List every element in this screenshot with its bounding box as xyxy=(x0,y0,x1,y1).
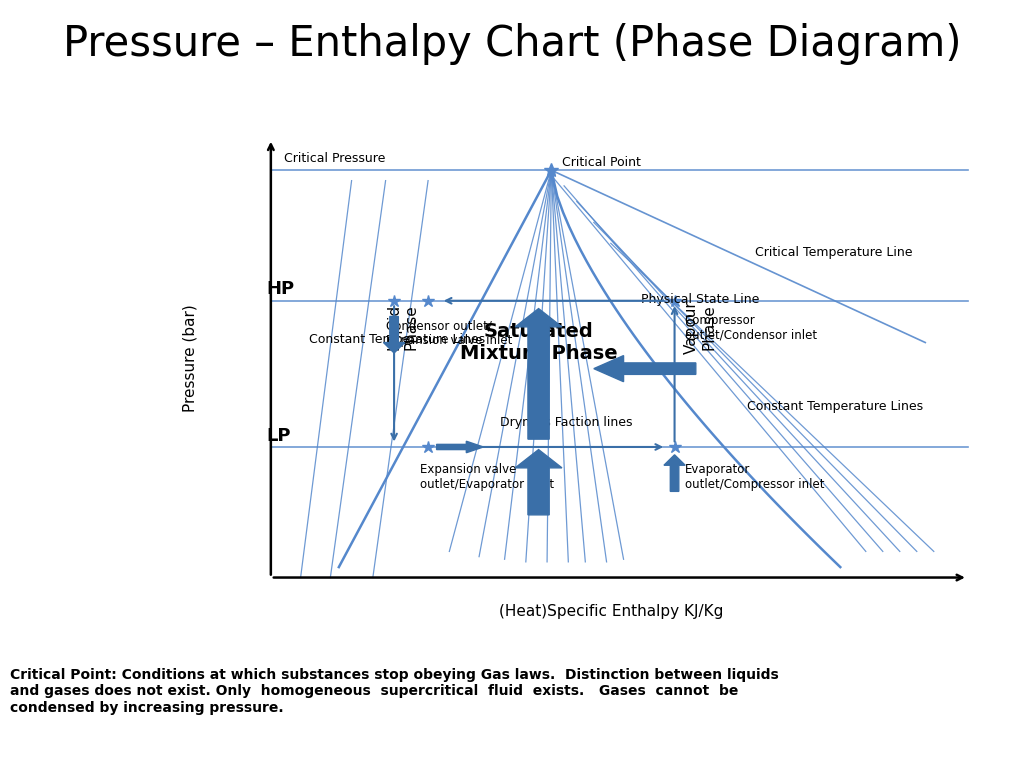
Text: Liquid
Phase: Liquid Phase xyxy=(386,304,419,350)
Text: Compressor
outlet/Condensor inlet: Compressor outlet/Condensor inlet xyxy=(685,314,817,342)
FancyArrow shape xyxy=(515,309,562,439)
Text: Constant Temperature Lines: Constant Temperature Lines xyxy=(746,400,923,413)
Text: Saturated
Mixture Phase: Saturated Mixture Phase xyxy=(460,322,617,363)
Text: Expansion valve
outlet/Evaporator inlet: Expansion valve outlet/Evaporator inlet xyxy=(420,462,554,491)
FancyArrow shape xyxy=(515,449,562,515)
Text: Condensor outlet/
Expansion valve inlet: Condensor outlet/ Expansion valve inlet xyxy=(386,319,512,347)
Text: Vapour
Phase: Vapour Phase xyxy=(684,300,716,354)
Text: Dryness Faction lines: Dryness Faction lines xyxy=(501,416,633,429)
Text: Critical Point: Critical Point xyxy=(561,156,640,169)
FancyArrow shape xyxy=(383,316,404,353)
Text: Pressure – Enthalpy Chart (Phase Diagram): Pressure – Enthalpy Chart (Phase Diagram… xyxy=(62,23,962,65)
FancyArrow shape xyxy=(436,442,483,452)
Text: HP: HP xyxy=(266,280,295,299)
Text: Evaporator
outlet/Compressor inlet: Evaporator outlet/Compressor inlet xyxy=(685,462,824,491)
Text: LP: LP xyxy=(266,427,291,445)
Text: Critical Temperature Line: Critical Temperature Line xyxy=(756,247,912,260)
Text: Critical Pressure: Critical Pressure xyxy=(284,152,385,165)
FancyArrow shape xyxy=(594,356,696,382)
Text: Critical Point: Conditions at which substances stop obeying Gas laws.  Distincti: Critical Point: Conditions at which subs… xyxy=(10,668,779,714)
Text: (Heat)Specific Enthalpy KJ/Kg: (Heat)Specific Enthalpy KJ/Kg xyxy=(499,604,723,619)
Text: Physical State Line: Physical State Line xyxy=(641,293,759,306)
Text: Constant Temperature Lines: Constant Temperature Lines xyxy=(309,333,485,346)
Text: Pressure (bar): Pressure (bar) xyxy=(182,304,198,412)
FancyArrow shape xyxy=(664,455,685,492)
